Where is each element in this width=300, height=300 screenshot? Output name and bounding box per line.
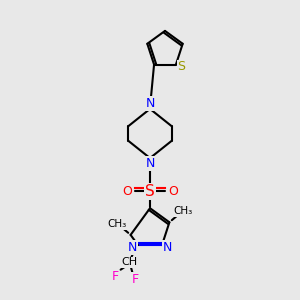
Text: CH₃: CH₃ xyxy=(174,206,193,217)
Text: N: N xyxy=(128,241,137,254)
Text: F: F xyxy=(112,270,119,283)
Text: S: S xyxy=(145,184,155,199)
Text: S: S xyxy=(177,60,185,74)
Text: CH: CH xyxy=(122,257,138,267)
Text: O: O xyxy=(122,185,132,198)
Text: O: O xyxy=(168,185,178,198)
Text: N: N xyxy=(163,241,172,254)
Text: N: N xyxy=(145,157,155,170)
Text: F: F xyxy=(131,273,139,286)
Text: CH₃: CH₃ xyxy=(107,219,126,229)
Text: N: N xyxy=(145,97,155,110)
